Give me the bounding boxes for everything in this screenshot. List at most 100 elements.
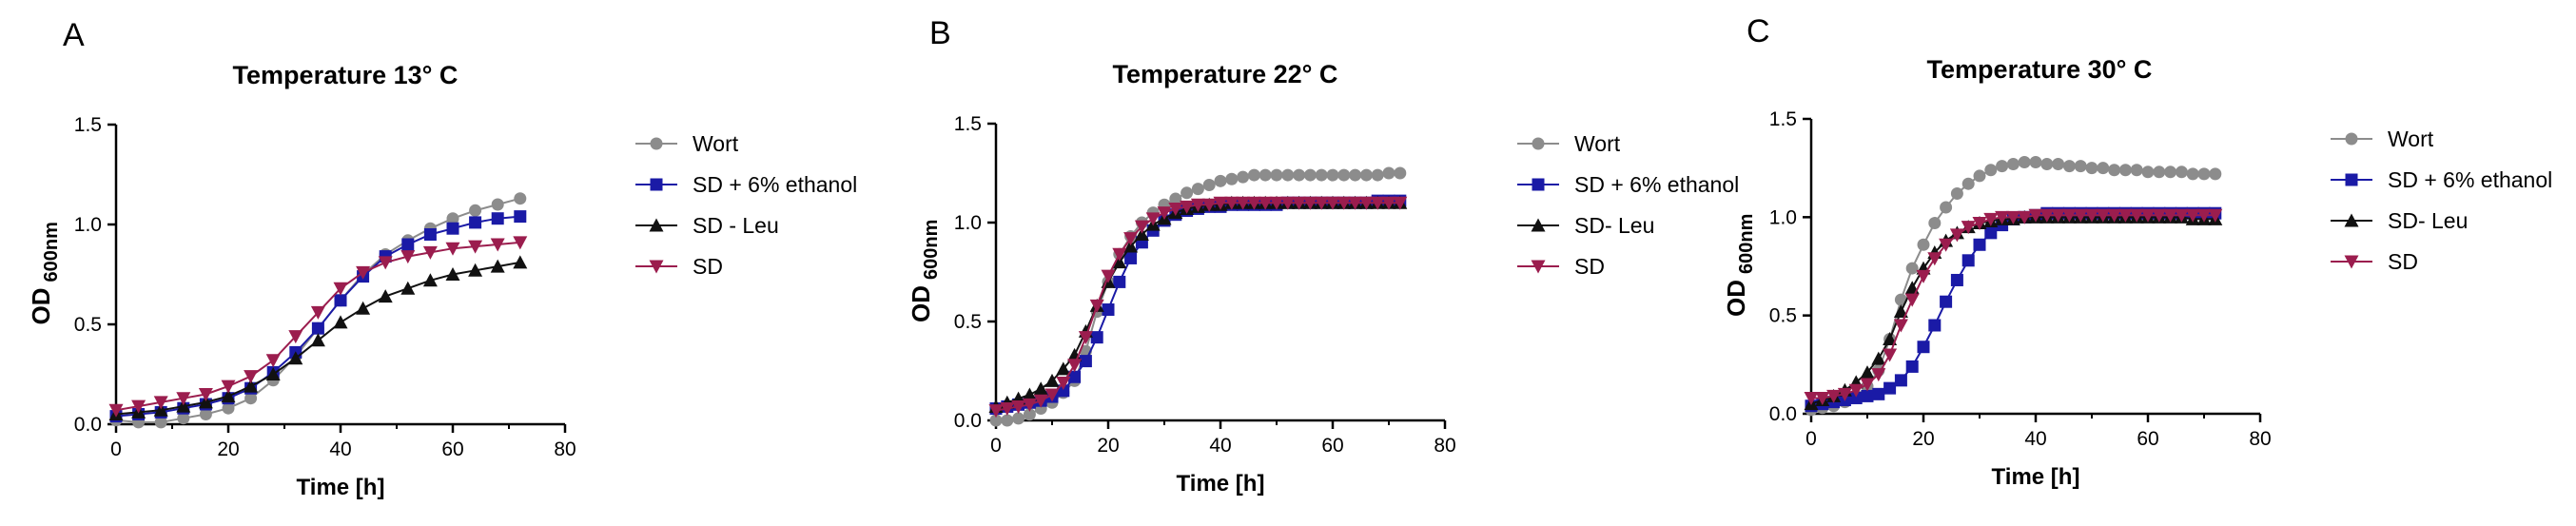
legend-marker <box>2344 213 2359 227</box>
legend-item-sd-ethanol: SD + 6% ethanol <box>635 172 857 197</box>
data-point <box>1213 196 1228 210</box>
data-point <box>1928 217 1942 230</box>
legend-marker <box>1531 260 1546 274</box>
data-point <box>199 408 212 420</box>
legend-label: Wort <box>2388 127 2434 151</box>
data-point <box>1349 168 1362 182</box>
data-point <box>1102 303 1115 317</box>
data-point <box>1056 376 1071 390</box>
data-point <box>1314 196 1329 210</box>
y-axis-label-subscript: 600nm <box>1736 214 1757 274</box>
data-point <box>1056 361 1071 376</box>
data-point <box>2085 162 2098 175</box>
data-point <box>401 238 415 251</box>
legend-label: SD + 6% ethanol <box>1574 172 1739 197</box>
data-point <box>2174 208 2189 223</box>
y-axis-label-main: OD <box>1722 280 1750 317</box>
data-point <box>1101 269 1116 283</box>
data-point <box>221 380 236 394</box>
data-point <box>1022 398 1037 412</box>
data-point <box>2084 208 2099 223</box>
chart-title: Temperature 30° C <box>1927 55 2153 84</box>
legend-label: SD - Leu <box>693 213 779 238</box>
data-point <box>1917 341 1930 354</box>
y-tick-label: 0.0 <box>74 414 102 436</box>
data-point <box>153 396 168 410</box>
chart-title: Temperature 22° C <box>1113 60 1338 88</box>
data-point <box>154 416 167 429</box>
data-point <box>1848 383 1864 398</box>
panel-label: B <box>929 15 951 51</box>
series-line <box>1811 214 2215 399</box>
data-point <box>333 315 348 329</box>
legend-item-sd-leu: SD- Leu <box>1517 213 1654 238</box>
data-point <box>1269 196 1284 210</box>
x-tick-label: 80 <box>554 438 576 460</box>
data-point <box>2062 160 2076 173</box>
data-point <box>989 414 1003 427</box>
data-point <box>2130 164 2143 177</box>
legend-item-sd-ethanol: SD + 6% ethanol <box>2331 167 2552 192</box>
data-point <box>1089 299 1104 313</box>
data-point <box>445 242 460 256</box>
series-line <box>995 202 1400 412</box>
data-point <box>491 212 504 225</box>
data-point <box>1996 160 2009 173</box>
data-point <box>2208 208 2223 223</box>
data-point <box>1961 177 1975 190</box>
data-point <box>1893 319 1908 333</box>
data-point <box>131 399 146 414</box>
data-point <box>1191 183 1204 196</box>
data-point <box>1247 168 1260 182</box>
data-point <box>1124 251 1138 264</box>
data-point <box>1315 168 1328 182</box>
x-tick-label: 60 <box>1321 435 1343 457</box>
data-point <box>1883 381 1897 395</box>
data-point <box>1067 359 1083 373</box>
y-axis-label: OD 600nm <box>907 220 942 322</box>
panel-label: C <box>1747 13 1770 49</box>
data-point <box>1202 178 1216 191</box>
data-point <box>1259 168 1272 182</box>
data-point <box>1983 212 1999 226</box>
data-point <box>1370 196 1385 210</box>
legend-marker <box>649 218 664 232</box>
data-point <box>2039 208 2055 223</box>
series-sd-leu <box>988 195 1408 413</box>
legend-item-sd-ethanol: SD + 6% ethanol <box>1517 172 1739 197</box>
x-tick-label: 0 <box>990 435 1002 457</box>
data-point <box>356 265 371 280</box>
data-point <box>1123 232 1139 246</box>
data-point <box>2108 164 2121 177</box>
data-point <box>1112 255 1127 269</box>
x-tick-label: 60 <box>2137 428 2158 450</box>
data-point <box>1237 170 1250 184</box>
x-tick-label: 40 <box>2024 428 2046 450</box>
data-point <box>1033 381 1048 396</box>
data-point <box>1905 360 1919 373</box>
data-point <box>1973 169 1986 183</box>
data-point <box>1157 206 1172 221</box>
data-point <box>310 333 325 347</box>
data-point <box>2209 167 2222 181</box>
x-tick-label: 80 <box>1434 435 1455 457</box>
data-point <box>2096 208 2111 223</box>
data-point <box>198 395 213 409</box>
data-point <box>1394 166 1407 180</box>
series-sd <box>988 196 1408 419</box>
data-point <box>422 245 438 260</box>
data-point <box>1078 331 1093 345</box>
data-point <box>1950 273 1963 286</box>
y-tick-label: 0.5 <box>74 314 102 336</box>
data-point <box>1381 196 1396 210</box>
data-point <box>1134 226 1149 241</box>
data-point <box>1860 378 1875 392</box>
data-point <box>1359 168 1373 182</box>
data-point <box>265 367 281 380</box>
y-tick-label: 0.5 <box>1769 305 1797 327</box>
data-point <box>2029 155 2042 168</box>
data-point <box>1940 295 1953 308</box>
legend-marker <box>650 137 663 150</box>
y-axis-label-subscript: 600nm <box>41 222 62 282</box>
